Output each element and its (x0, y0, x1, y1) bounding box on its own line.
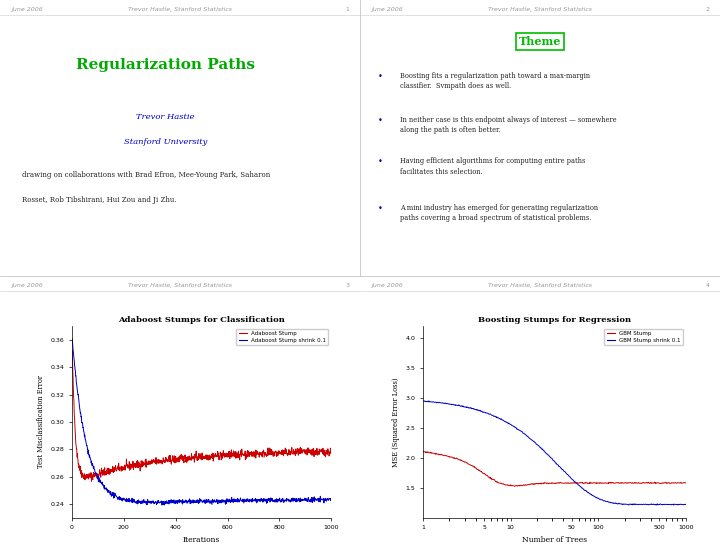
Text: Stanford University: Stanford University (124, 138, 207, 146)
Text: Trevor Hastie: Trevor Hastie (136, 113, 195, 121)
Text: Rosset, Rob Tibshirani, Hui Zou and Ji Zhu.: Rosset, Rob Tibshirani, Hui Zou and Ji Z… (22, 196, 176, 204)
Text: drawing on collaborations with Brad Efron, Mee-Young Park, Saharon: drawing on collaborations with Brad Efro… (22, 171, 270, 179)
Text: Boosting fits a regularization path toward a max-margin
classifier.  Svmpath doe: Boosting fits a regularization path towa… (400, 72, 590, 90)
Y-axis label: MSE (Squared Error Loss): MSE (Squared Error Loss) (392, 377, 400, 467)
Text: Theme: Theme (519, 36, 561, 47)
Text: June 2006: June 2006 (11, 7, 42, 12)
X-axis label: Number of Trees: Number of Trees (522, 536, 587, 544)
Text: Trevor Hastie, Stanford Statistics: Trevor Hastie, Stanford Statistics (128, 283, 232, 288)
Text: 1: 1 (346, 7, 349, 12)
Text: June 2006: June 2006 (371, 283, 402, 288)
Text: 4: 4 (705, 283, 709, 288)
Text: 2: 2 (705, 7, 709, 12)
Title: Adaboost Stumps for Classification: Adaboost Stumps for Classification (118, 316, 285, 324)
Text: 3: 3 (345, 283, 349, 288)
Text: June 2006: June 2006 (371, 7, 402, 12)
Text: •: • (378, 116, 383, 125)
Text: Trevor Hastie, Stanford Statistics: Trevor Hastie, Stanford Statistics (488, 7, 592, 12)
Text: Trevor Hastie, Stanford Statistics: Trevor Hastie, Stanford Statistics (128, 7, 232, 12)
Text: June 2006: June 2006 (11, 283, 42, 288)
Legend: Adaboost Stump, Adaboost Stump shrink 0.1: Adaboost Stump, Adaboost Stump shrink 0.… (236, 329, 328, 345)
Title: Boosting Stumps for Regression: Boosting Stumps for Regression (478, 316, 631, 324)
Text: Trevor Hastie, Stanford Statistics: Trevor Hastie, Stanford Statistics (488, 283, 592, 288)
Text: Having efficient algorithms for computing entire paths
facilitates this selectio: Having efficient algorithms for computin… (400, 157, 585, 175)
Text: Regularization Paths: Regularization Paths (76, 58, 255, 72)
Text: In neither case is this endpoint always of interest — somewhere
along the path i: In neither case is this endpoint always … (400, 116, 616, 134)
X-axis label: Iterations: Iterations (183, 536, 220, 544)
Text: •: • (378, 204, 383, 213)
Text: •: • (378, 157, 383, 166)
Legend: GBM Stump, GBM Stump shrink 0.1: GBM Stump, GBM Stump shrink 0.1 (604, 329, 683, 345)
Text: •: • (378, 72, 383, 81)
Text: A mini industry has emerged for generating regularization
paths covering a broad: A mini industry has emerged for generati… (400, 204, 598, 222)
Y-axis label: Test Misclassification Error: Test Misclassification Error (37, 375, 45, 468)
